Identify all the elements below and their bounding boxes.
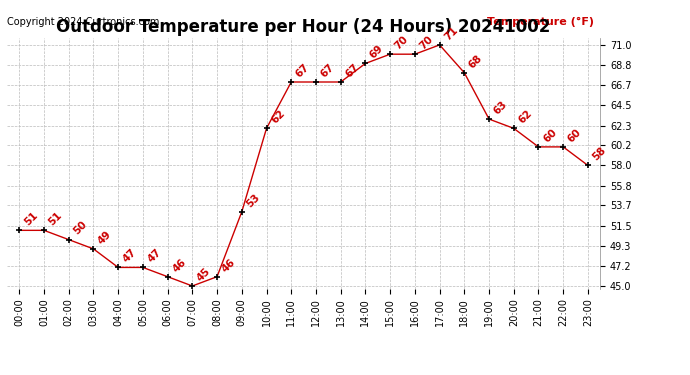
Text: 51: 51 [47, 210, 64, 228]
Text: 67: 67 [344, 62, 361, 79]
Text: 45: 45 [195, 266, 213, 283]
Text: 58: 58 [591, 146, 608, 163]
Text: 70: 70 [393, 34, 411, 51]
Title: Outdoor Temperature per Hour (24 Hours) 20241002: Outdoor Temperature per Hour (24 Hours) … [57, 18, 551, 36]
Text: 60: 60 [541, 127, 559, 144]
Text: 67: 67 [319, 62, 336, 79]
Text: Copyright 2024 Curtronics.com: Copyright 2024 Curtronics.com [7, 17, 159, 27]
Text: 47: 47 [146, 247, 163, 265]
Text: 51: 51 [22, 210, 39, 228]
Text: 70: 70 [417, 34, 435, 51]
Text: 49: 49 [96, 229, 114, 246]
Text: 71: 71 [442, 25, 460, 42]
Text: Temperature (°F): Temperature (°F) [487, 17, 594, 27]
Text: 62: 62 [269, 108, 286, 126]
Text: 50: 50 [72, 219, 89, 237]
Text: 47: 47 [121, 247, 139, 265]
Text: 46: 46 [170, 256, 188, 274]
Text: 62: 62 [517, 108, 534, 126]
Text: 60: 60 [566, 127, 583, 144]
Text: 63: 63 [492, 99, 509, 116]
Text: 67: 67 [294, 62, 311, 79]
Text: 53: 53 [244, 192, 262, 209]
Text: 69: 69 [368, 44, 386, 61]
Text: 68: 68 [467, 53, 484, 70]
Text: 46: 46 [220, 256, 237, 274]
